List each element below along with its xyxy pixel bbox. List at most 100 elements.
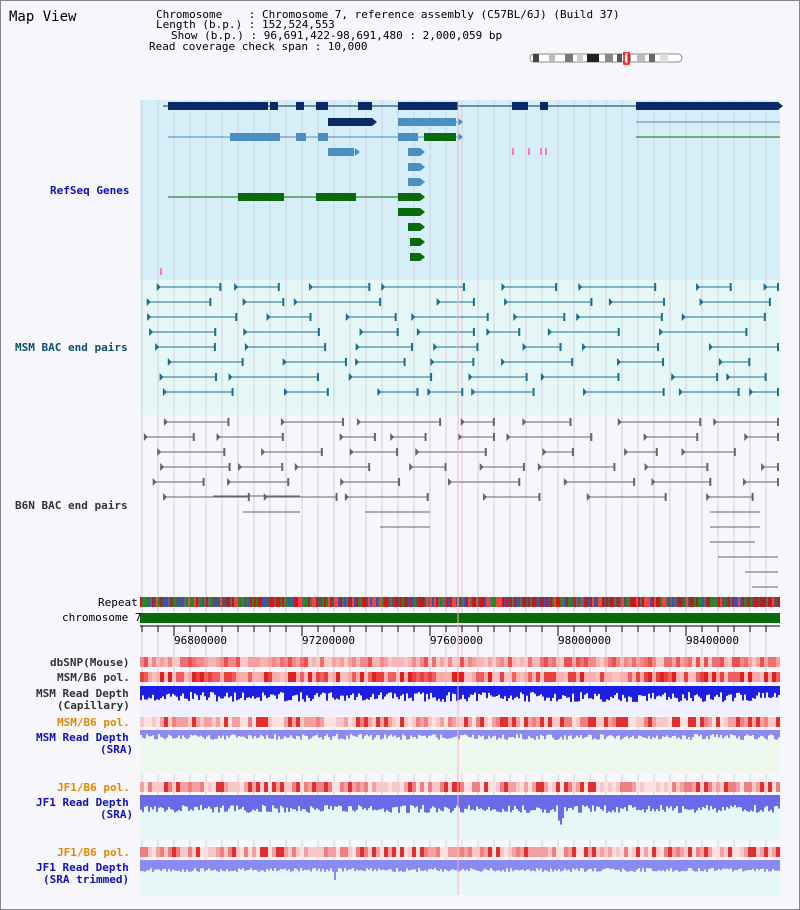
bac-end-marker bbox=[457, 433, 462, 441]
heat-cell bbox=[628, 847, 632, 857]
depth-bar bbox=[246, 795, 248, 813]
heat-cell bbox=[192, 657, 196, 667]
track-label-refseq[interactable]: RefSeq Genes bbox=[50, 184, 130, 197]
depth-bar bbox=[446, 730, 448, 739]
depth-bar bbox=[424, 795, 426, 813]
refseq-gene-models[interactable] bbox=[160, 102, 783, 275]
repeat-element bbox=[348, 597, 350, 607]
depth-bar bbox=[540, 795, 542, 810]
depth-bar bbox=[562, 686, 564, 696]
heat-cell bbox=[620, 717, 624, 727]
depth-bar bbox=[562, 795, 564, 819]
heat-cell bbox=[156, 672, 160, 682]
depth-bar bbox=[422, 860, 424, 872]
heat-cell bbox=[260, 782, 264, 792]
depth-bar bbox=[282, 795, 284, 808]
track-label-msm-bac[interactable]: MSM BAC end pairs bbox=[15, 341, 128, 354]
depth-bar bbox=[462, 860, 464, 869]
repeat-element bbox=[700, 597, 702, 607]
depth-bar bbox=[616, 860, 618, 870]
heat-cell bbox=[720, 657, 724, 667]
depth-bar bbox=[690, 795, 692, 810]
depth-bar bbox=[460, 795, 462, 813]
depth-bar bbox=[756, 730, 758, 740]
heat-cell bbox=[188, 672, 192, 682]
heat-cell bbox=[588, 782, 592, 792]
heat-cell bbox=[304, 847, 308, 857]
depth-bar bbox=[696, 795, 698, 811]
heat-cell bbox=[736, 717, 740, 727]
repeat-element bbox=[580, 597, 582, 607]
heat-cell bbox=[516, 657, 520, 667]
bac-end-marker bbox=[359, 328, 364, 336]
depth-bar bbox=[712, 686, 714, 700]
depth-bar bbox=[402, 686, 404, 695]
bac-end-marker bbox=[654, 283, 657, 291]
b6n-bac-end-pairs[interactable] bbox=[143, 418, 779, 588]
depth-bar bbox=[546, 795, 548, 813]
heat-cell bbox=[740, 717, 744, 727]
heat-cell bbox=[360, 782, 364, 792]
repeat-element bbox=[514, 597, 516, 607]
track-label-b6n-bac[interactable]: B6N BAC end pairs bbox=[15, 499, 128, 512]
depth-bar bbox=[654, 795, 656, 812]
chromosome-bar bbox=[140, 613, 780, 623]
bac-end-marker bbox=[571, 448, 574, 456]
heat-cell bbox=[388, 717, 392, 727]
repeat-element bbox=[724, 597, 726, 607]
heat-cell bbox=[208, 717, 212, 727]
heat-cell bbox=[380, 672, 384, 682]
depth-bar bbox=[744, 686, 746, 695]
depth-bar bbox=[442, 860, 444, 872]
depth-bar bbox=[488, 860, 490, 871]
heat-cell bbox=[172, 847, 176, 857]
heat-cell bbox=[264, 657, 268, 667]
depth-bar bbox=[156, 686, 158, 700]
heat-cell bbox=[380, 782, 384, 792]
depth-bar bbox=[350, 686, 352, 696]
depth-bar bbox=[386, 795, 388, 810]
heat-cell bbox=[556, 782, 560, 792]
depth-bar bbox=[742, 730, 744, 740]
heat-cell bbox=[596, 672, 600, 682]
depth-bar bbox=[664, 730, 666, 737]
bac-end-marker bbox=[569, 418, 572, 426]
depth-bar bbox=[310, 860, 312, 872]
depth-bar bbox=[548, 686, 550, 698]
heat-cell bbox=[508, 657, 512, 667]
heat-cell bbox=[380, 717, 384, 727]
heat-cell bbox=[464, 717, 468, 727]
depth-bar bbox=[292, 686, 294, 696]
depth-bar bbox=[754, 686, 756, 699]
depth-bar bbox=[250, 686, 252, 699]
heat-cell bbox=[616, 782, 620, 792]
heat-cell bbox=[496, 717, 500, 727]
heat-cell bbox=[708, 672, 712, 682]
repeat-element bbox=[482, 597, 484, 607]
chromosome-ideogram[interactable] bbox=[527, 52, 687, 66]
repeat-element bbox=[394, 597, 396, 607]
heat-cell bbox=[668, 782, 672, 792]
depth-bar bbox=[426, 795, 428, 813]
depth-bar bbox=[624, 730, 626, 737]
depth-bar bbox=[376, 730, 378, 736]
repeat-element bbox=[516, 597, 518, 607]
heat-cell bbox=[580, 717, 584, 727]
depth-bar bbox=[350, 795, 352, 807]
depth-bar bbox=[508, 686, 510, 699]
heat-cell bbox=[144, 657, 148, 667]
depth-bar bbox=[708, 860, 710, 870]
msm-bac-end-pairs[interactable] bbox=[146, 283, 779, 396]
depth-bar bbox=[158, 686, 160, 700]
depth-bar bbox=[320, 730, 322, 737]
heat-cell bbox=[196, 657, 200, 667]
depth-bar bbox=[646, 730, 648, 739]
repeat-element bbox=[202, 597, 204, 607]
heat-cell bbox=[152, 847, 156, 857]
bac-end-marker bbox=[356, 418, 361, 426]
depth-bar bbox=[726, 795, 728, 808]
heat-cell bbox=[704, 717, 708, 727]
heat-cell bbox=[572, 672, 576, 682]
heat-cell bbox=[420, 657, 424, 667]
